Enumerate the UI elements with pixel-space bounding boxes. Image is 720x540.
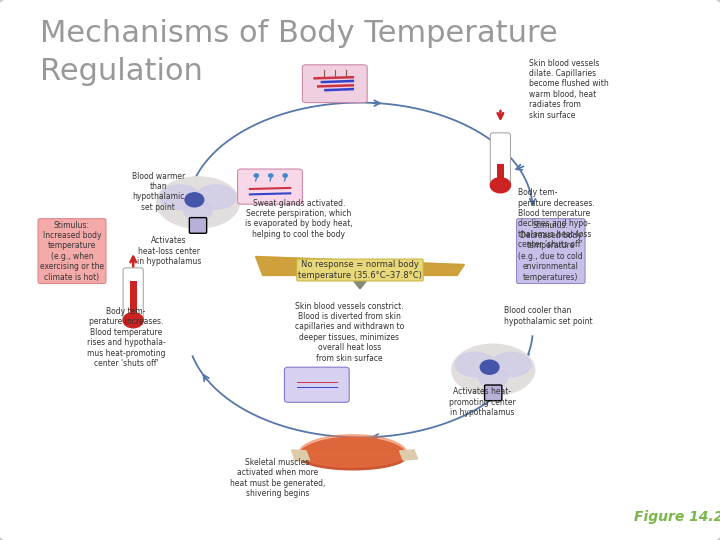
Text: Body tem-
perature increases.
Blood temperature
rises and hypothala-
mus heat-pr: Body tem- perature increases. Blood temp…	[86, 307, 166, 368]
FancyBboxPatch shape	[302, 65, 367, 103]
FancyBboxPatch shape	[284, 367, 349, 402]
Text: Body tem-
perature decreases.
Blood temperature
declines and hypo-
thalamus heat: Body tem- perature decreases. Blood temp…	[518, 188, 595, 249]
Circle shape	[490, 178, 510, 193]
Text: Blood cooler than
hypothalamic set point: Blood cooler than hypothalamic set point	[504, 306, 593, 326]
Text: Activates
heat-loss center
in hypothalamus: Activates heat-loss center in hypothalam…	[137, 236, 202, 266]
Text: Stimulus:
Decreased body
temperature
(e.g., due to cold
environmental
temperatur: Stimulus: Decreased body temperature (e.…	[518, 221, 583, 281]
Ellipse shape	[196, 185, 236, 209]
Polygon shape	[349, 275, 371, 289]
Text: No response = normal body
temperature (35.6°C–37.8°C): No response = normal body temperature (3…	[298, 260, 422, 280]
Polygon shape	[299, 435, 407, 467]
Polygon shape	[299, 437, 407, 470]
Ellipse shape	[456, 352, 495, 377]
Circle shape	[283, 174, 287, 177]
Text: Activates heat-
promoting center
in hypothalamus: Activates heat- promoting center in hypo…	[449, 387, 516, 417]
Text: Stimulus:
Increased body
temperature
(e.g., when
exercising or the
climate is ho: Stimulus: Increased body temperature (e.…	[40, 221, 104, 281]
Circle shape	[185, 193, 204, 207]
FancyBboxPatch shape	[485, 385, 502, 401]
Text: Figure 14.23: Figure 14.23	[634, 510, 720, 524]
Polygon shape	[400, 450, 418, 460]
FancyBboxPatch shape	[238, 169, 302, 204]
FancyBboxPatch shape	[497, 164, 504, 183]
Ellipse shape	[157, 177, 240, 228]
Text: Blood warmer
than
hypothalamic
set point: Blood warmer than hypothalamic set point	[132, 172, 185, 212]
Ellipse shape	[479, 368, 508, 388]
Polygon shape	[292, 450, 310, 461]
Circle shape	[480, 360, 499, 374]
Ellipse shape	[184, 201, 212, 220]
Circle shape	[269, 174, 273, 177]
Circle shape	[254, 174, 258, 177]
FancyBboxPatch shape	[189, 218, 207, 233]
FancyBboxPatch shape	[130, 281, 137, 316]
Polygon shape	[256, 256, 464, 275]
Ellipse shape	[452, 345, 534, 395]
FancyBboxPatch shape	[490, 133, 510, 186]
Text: Mechanisms of Body Temperature: Mechanisms of Body Temperature	[40, 19, 557, 48]
Text: Regulation: Regulation	[40, 57, 202, 86]
Text: Skin blood vessels constrict.
Blood is diverted from skin
capillaries and withdr: Skin blood vessels constrict. Blood is d…	[294, 302, 404, 362]
Polygon shape	[256, 256, 464, 275]
FancyBboxPatch shape	[123, 268, 143, 321]
Ellipse shape	[160, 185, 200, 209]
Ellipse shape	[492, 352, 531, 377]
Text: Skeletal muscles
activated when more
heat must be generated,
shivering begins: Skeletal muscles activated when more hea…	[230, 458, 325, 498]
Circle shape	[123, 313, 143, 328]
Text: Sweat glands activated.
Secrete perspiration, which
is evaporated by body heat,
: Sweat glands activated. Secrete perspira…	[245, 199, 353, 239]
Text: Skin blood vessels
dilate. Capillaries
become flushed with
warm blood, heat
radi: Skin blood vessels dilate. Capillaries b…	[529, 59, 609, 119]
